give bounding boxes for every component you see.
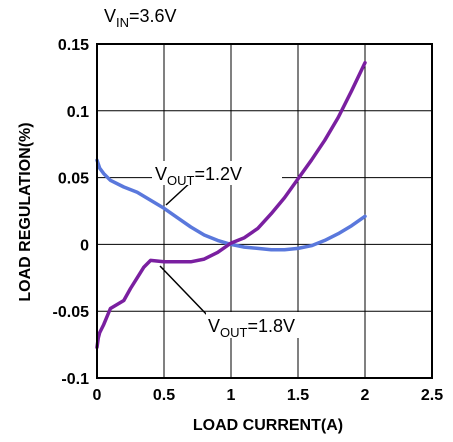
vout18-leader-line bbox=[159, 265, 211, 319]
vout18-annotation-rest: =1.8V bbox=[247, 316, 295, 336]
vout18-annotation-main: V bbox=[208, 316, 220, 336]
y-tick-label: 0.15 bbox=[58, 37, 89, 54]
x-tick-label: 0.5 bbox=[153, 387, 175, 404]
y-tick-label: -0.1 bbox=[61, 371, 89, 388]
y-axis-label: LOAD REGULATION(%) bbox=[17, 122, 34, 301]
vout12-label-bg bbox=[152, 161, 282, 185]
vin-annotation-sub: IN bbox=[116, 15, 129, 30]
vout18-label-bg bbox=[206, 312, 334, 338]
x-tick-label: 1.5 bbox=[287, 387, 309, 404]
series-vout-1-8v-line bbox=[95, 60, 367, 350]
x-tick-label: 0 bbox=[93, 387, 102, 404]
vout12-annotation: VOUT=1.2V bbox=[155, 164, 242, 188]
plot-frame bbox=[96, 43, 433, 379]
series-vout-1-2v-line bbox=[95, 158, 367, 252]
vout12-annotation-main: V bbox=[155, 164, 167, 184]
vin-annotation-main: V bbox=[104, 6, 116, 26]
y-tick-labels: 0.15 0.1 0.05 0 -0.05 -0.1 bbox=[53, 37, 90, 388]
y-tick-label: -0.05 bbox=[53, 304, 90, 321]
series-group bbox=[95, 60, 367, 350]
vout12-annotation-sub: OUT bbox=[167, 173, 195, 188]
y-tick-label: 0.1 bbox=[67, 104, 89, 121]
y-tick-label: 0 bbox=[80, 237, 89, 254]
vout18-annotation-sub: OUT bbox=[220, 325, 248, 340]
x-tick-label: 2 bbox=[361, 387, 370, 404]
y-tick-label: 0.05 bbox=[58, 171, 89, 188]
vin-annotation: VIN=3.6V bbox=[104, 6, 177, 30]
x-axis-label: LOAD CURRENT(A) bbox=[193, 417, 343, 434]
x-tick-labels: 0 0.5 1 1.5 2 2.5 bbox=[93, 387, 444, 404]
vout12-annotation-rest: =1.2V bbox=[194, 164, 242, 184]
vin-annotation-rest: =3.6V bbox=[129, 6, 177, 26]
vout18-annotation: VOUT=1.8V bbox=[208, 316, 295, 340]
x-tick-label: 2.5 bbox=[421, 387, 443, 404]
x-tick-label: 1 bbox=[227, 387, 236, 404]
